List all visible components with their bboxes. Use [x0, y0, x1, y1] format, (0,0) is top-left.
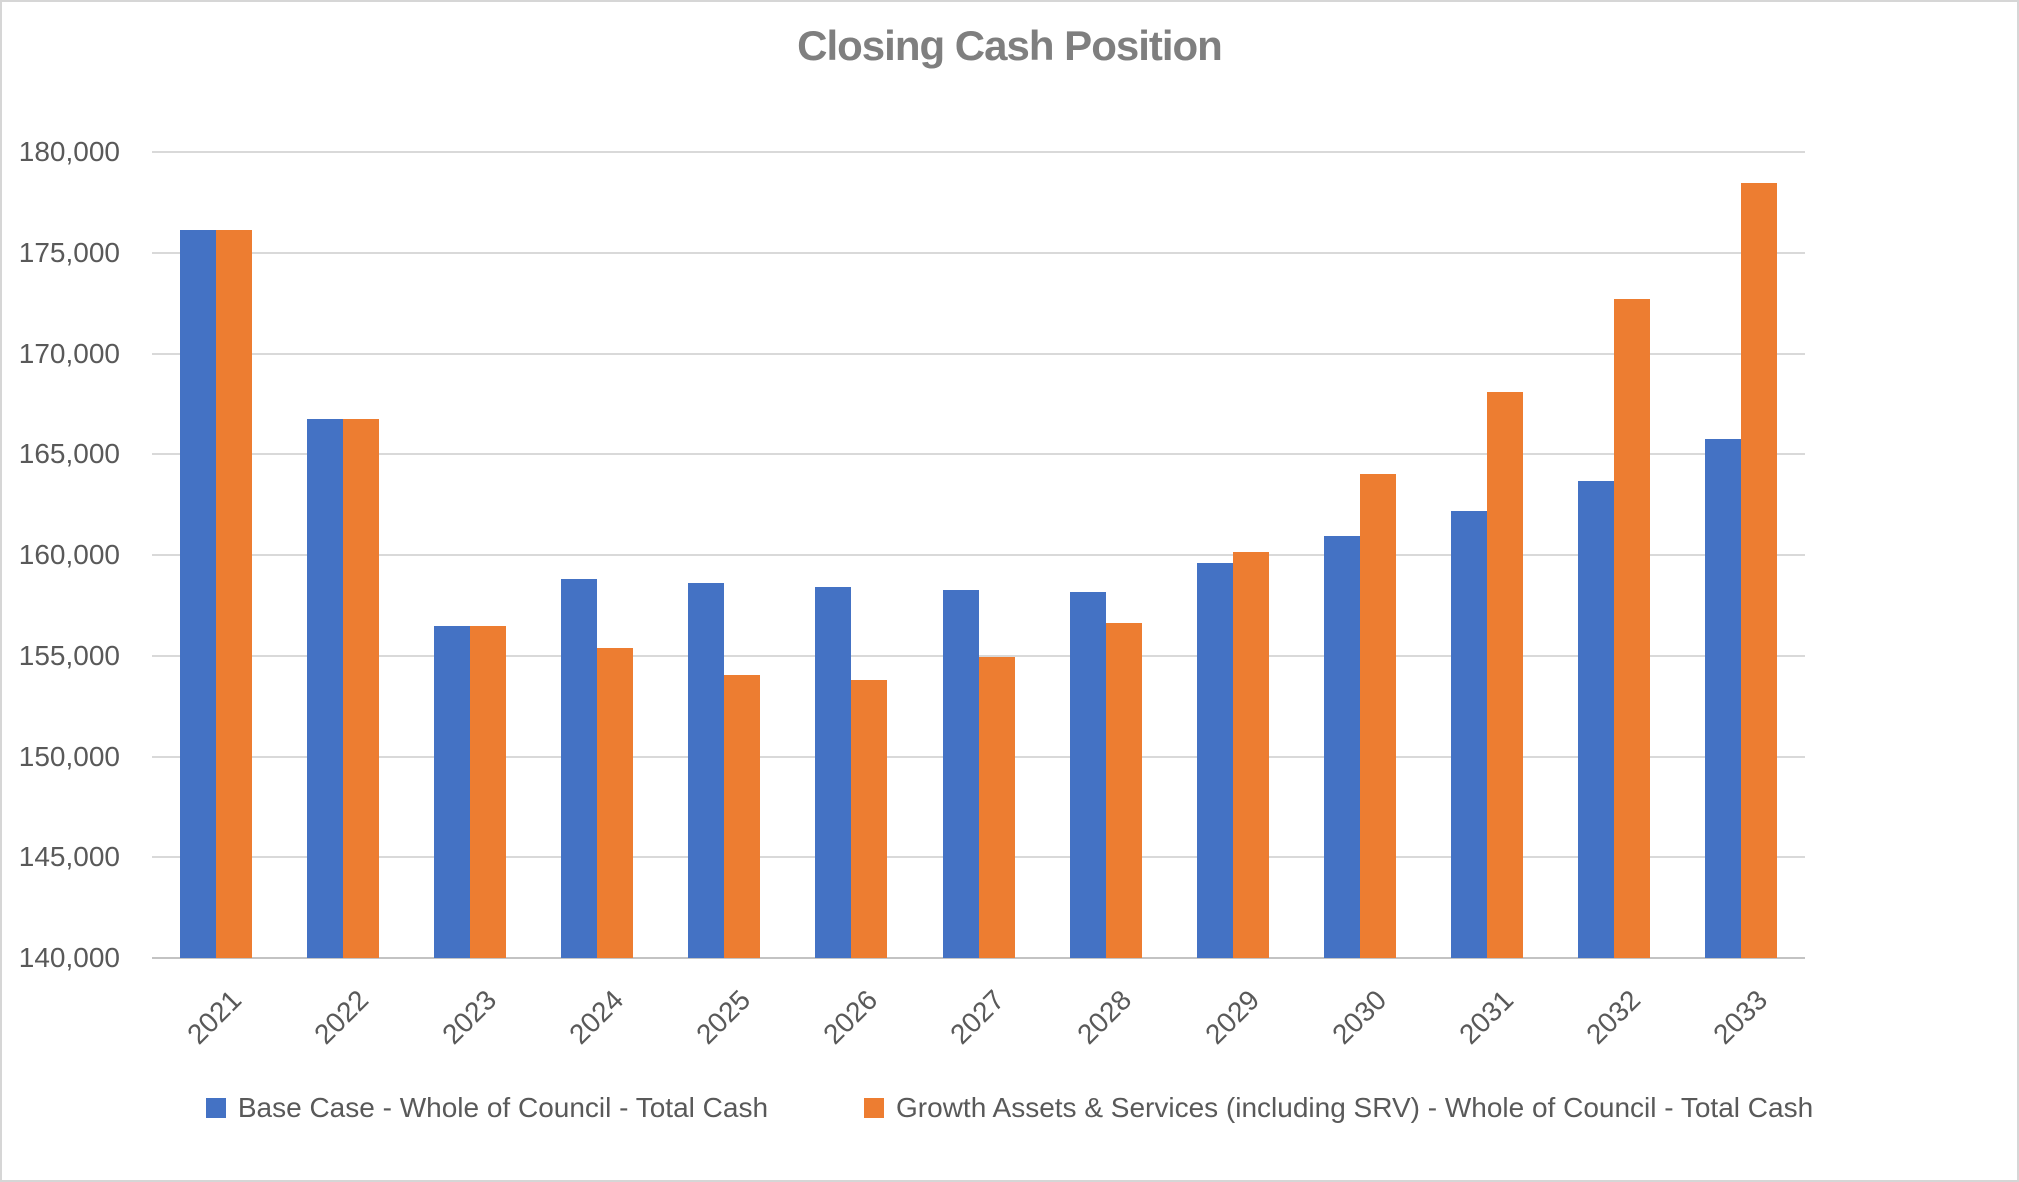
legend-swatch-icon [864, 1098, 885, 1118]
y-tick-label: 150,000 [18, 740, 120, 772]
bar-2024-series-0 [561, 579, 598, 958]
gridline [152, 554, 1805, 556]
legend: Base Case - Whole of Council - Total Cas… [2, 1092, 2017, 1124]
gridline [152, 151, 1805, 153]
gridline [152, 654, 1805, 657]
x-tick-label: 2025 [690, 984, 757, 1050]
legend-entry-1: Growth Assets & Services (including SRV)… [864, 1092, 1813, 1124]
y-tick-label: 180,000 [18, 136, 120, 167]
x-tick-label: 2033 [1707, 984, 1774, 1050]
y-tick-label: 145,000 [18, 841, 120, 873]
bar-2033-series-0 [1705, 439, 1742, 958]
x-tick-label: 2027 [944, 984, 1011, 1050]
bar-2024-series-1 [597, 647, 634, 958]
gridline [152, 352, 1805, 355]
gridline [152, 251, 1805, 254]
x-tick-label: 2026 [817, 984, 884, 1050]
y-tick-label: 175,000 [18, 236, 120, 268]
bar-2027-series-0 [942, 590, 979, 958]
legend-entry-0: Base Case - Whole of Council - Total Cas… [205, 1092, 769, 1124]
bar-2031-series-0 [1451, 510, 1488, 958]
bar-2032-series-1 [1614, 299, 1651, 958]
x-tick-label: 2030 [1325, 984, 1392, 1050]
bar-2030-series-0 [1323, 535, 1360, 958]
bar-2023-series-0 [433, 625, 470, 958]
x-tick-label: 2028 [1071, 984, 1138, 1050]
bar-2030-series-1 [1359, 474, 1396, 958]
bar-2028-series-1 [1105, 622, 1142, 958]
legend-swatch-icon [205, 1098, 226, 1118]
bar-2021-series-1 [215, 229, 252, 958]
bar-2032-series-0 [1578, 481, 1615, 958]
x-tick-label: 2023 [435, 984, 502, 1050]
bar-2033-series-1 [1741, 183, 1778, 958]
bar-2022-series-0 [306, 418, 343, 958]
x-axis-line [152, 957, 1805, 959]
bar-2026-series-0 [815, 587, 852, 958]
y-tick-label: 170,000 [18, 337, 120, 369]
bar-2026-series-1 [851, 679, 888, 958]
bar-2029-series-1 [1232, 551, 1269, 958]
gridline [152, 453, 1805, 456]
bar-2022-series-1 [342, 418, 379, 958]
y-tick-label: 160,000 [18, 539, 120, 570]
bar-2025-series-0 [688, 583, 725, 958]
y-tick-label: 165,000 [18, 438, 120, 470]
bar-2021-series-0 [179, 229, 216, 958]
chart-title: Closing Cash Position [797, 22, 1223, 69]
bar-2027-series-1 [978, 656, 1015, 958]
legend-label: Base Case - Whole of Council - Total Cas… [237, 1092, 769, 1123]
legend-label: Growth Assets & Services (including SRV)… [896, 1092, 1814, 1123]
bar-2029-series-0 [1196, 563, 1233, 958]
x-tick-label: 2024 [562, 984, 629, 1050]
bar-2025-series-1 [724, 674, 761, 958]
bar-2031-series-1 [1487, 391, 1524, 958]
bar-2028-series-0 [1069, 592, 1106, 958]
x-tick-label: 2021 [181, 984, 248, 1050]
bar-2023-series-1 [469, 625, 506, 958]
x-tick-label: 2031 [1453, 984, 1520, 1050]
x-tick-label: 2022 [308, 984, 375, 1050]
y-tick-label: 155,000 [18, 639, 120, 671]
x-tick-label: 2029 [1198, 984, 1265, 1050]
y-tick-label: 140,000 [18, 942, 120, 973]
x-tick-label: 2032 [1580, 984, 1647, 1050]
